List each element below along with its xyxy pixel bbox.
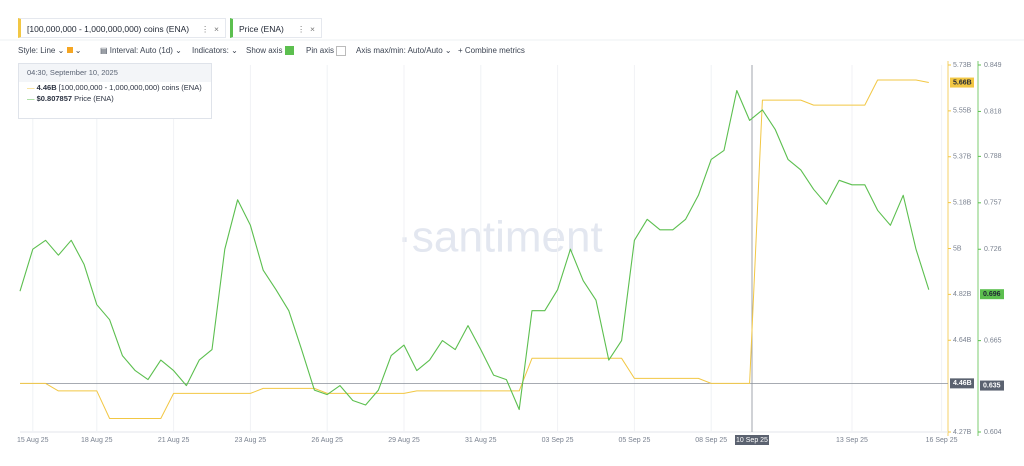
tooltip-row: — $0.807857 Price (ENA)	[27, 94, 114, 103]
label: Indicators:	[192, 46, 229, 55]
metric-tab[interactable]: [100,000,000 - 1,000,000,000) coins (ENA…	[18, 18, 226, 38]
x-tick-label: 15 Aug 25	[17, 437, 49, 444]
y2-tick-label: 0.665	[984, 337, 1002, 344]
x-tick-label: 31 Aug 25	[465, 437, 497, 444]
last-value-label: 5.66B	[953, 79, 972, 86]
tooltip-row: — 4.46B [100,000,000 - 1,000,000,000) co…	[27, 83, 202, 92]
y-tick-label: 5.73B	[953, 62, 972, 69]
y2-tick-label: 0.788	[984, 153, 1002, 160]
tooltip-time: 04:30, September 10, 2025	[19, 64, 211, 82]
y2-tick-label: 0.757	[984, 200, 1002, 207]
crosshair-y2-label-bg	[980, 380, 1004, 391]
crosshair-y2-label: 0.635	[983, 382, 1001, 389]
combine-button[interactable]: + Combine metrics	[458, 46, 525, 55]
x-tick-label: 16 Sep 25	[926, 437, 958, 444]
interval-select[interactable]: ▤ Interval: Auto (1d) ⌄	[100, 46, 182, 55]
y-tick-label: 5.55B	[953, 108, 972, 115]
x-tick-label: 21 Aug 25	[158, 437, 190, 444]
tooltip-value: 4.46B	[36, 83, 57, 92]
indicators-select[interactable]: Indicators: ⌄	[192, 46, 238, 55]
crosshair-y-label-bg	[950, 378, 974, 389]
y-tick-label: 4.82B	[953, 291, 972, 298]
label: Axis max/min: Auto/Auto	[356, 46, 443, 55]
close-icon[interactable]: ⋮ ×	[296, 24, 315, 34]
watermark: ·santiment	[397, 213, 602, 262]
tooltip: 04:30, September 10, 2025 — 4.46B [100,0…	[18, 63, 212, 119]
y-tick-label: 4.27B	[953, 429, 972, 436]
y-tick-label: 4.64B	[953, 337, 972, 344]
label: Style: Line	[18, 46, 56, 55]
x-tick-label: 29 Aug 25	[388, 437, 420, 444]
pin-axis-toggle[interactable]: Pin axis	[306, 46, 347, 56]
crosshair-y-label: 4.46B	[953, 380, 972, 387]
x-tick-label: 23 Aug 25	[235, 437, 267, 444]
y2-tick-label: 0.726	[984, 246, 1002, 253]
close-icon[interactable]: ⋮ ×	[200, 24, 219, 34]
x-tick-label: 03 Sep 25	[542, 437, 574, 444]
x-tick-label: 08 Sep 25	[695, 437, 727, 444]
last-value-label: 0.696	[983, 291, 1001, 298]
y-tick-label: 5B	[953, 245, 962, 252]
last-value-label-bg	[980, 289, 1004, 300]
crosshair-x-label: 10 Sep 25	[736, 437, 768, 444]
label: Pin axis	[306, 46, 335, 56]
series-line	[20, 79, 929, 419]
x-tick-label: 05 Sep 25	[618, 437, 650, 444]
label: Combine metrics	[464, 46, 525, 55]
tooltip-name: [100,000,000 - 1,000,000,000) coins (ENA…	[58, 83, 202, 92]
show-axis-toggle[interactable]: Show axis	[246, 46, 294, 56]
y2-tick-label: 0.604	[984, 429, 1002, 436]
tooltip-name: Price (ENA)	[74, 94, 114, 103]
label: Interval: Auto (1d)	[109, 46, 173, 55]
style-select[interactable]: Style: Line ⌄ ⌄	[18, 46, 82, 55]
last-value-label-bg	[950, 77, 974, 88]
tab-label: Price (ENA)	[239, 24, 284, 34]
y2-tick-label: 0.849	[984, 62, 1002, 69]
y-tick-label: 5.18B	[953, 199, 972, 206]
metric-tab[interactable]: Price (ENA) ⋮ ×	[230, 18, 322, 38]
x-tick-label: 18 Aug 25	[81, 437, 113, 444]
tooltip-value: $0.807857	[36, 94, 73, 103]
x-tick-label: 26 Aug 25	[311, 437, 343, 444]
y2-tick-label: 0.818	[984, 108, 1002, 115]
tab-label: [100,000,000 - 1,000,000,000) coins (ENA…	[27, 24, 190, 34]
y-tick-label: 5.37B	[953, 154, 972, 161]
crosshair-x-label-bg	[735, 435, 769, 445]
axis-minmax-select[interactable]: Axis max/min: Auto/Auto ⌄	[356, 46, 452, 55]
label: Show axis	[246, 46, 283, 55]
series-line	[19, 89, 930, 411]
x-tick-label: 13 Sep 25	[836, 437, 868, 444]
